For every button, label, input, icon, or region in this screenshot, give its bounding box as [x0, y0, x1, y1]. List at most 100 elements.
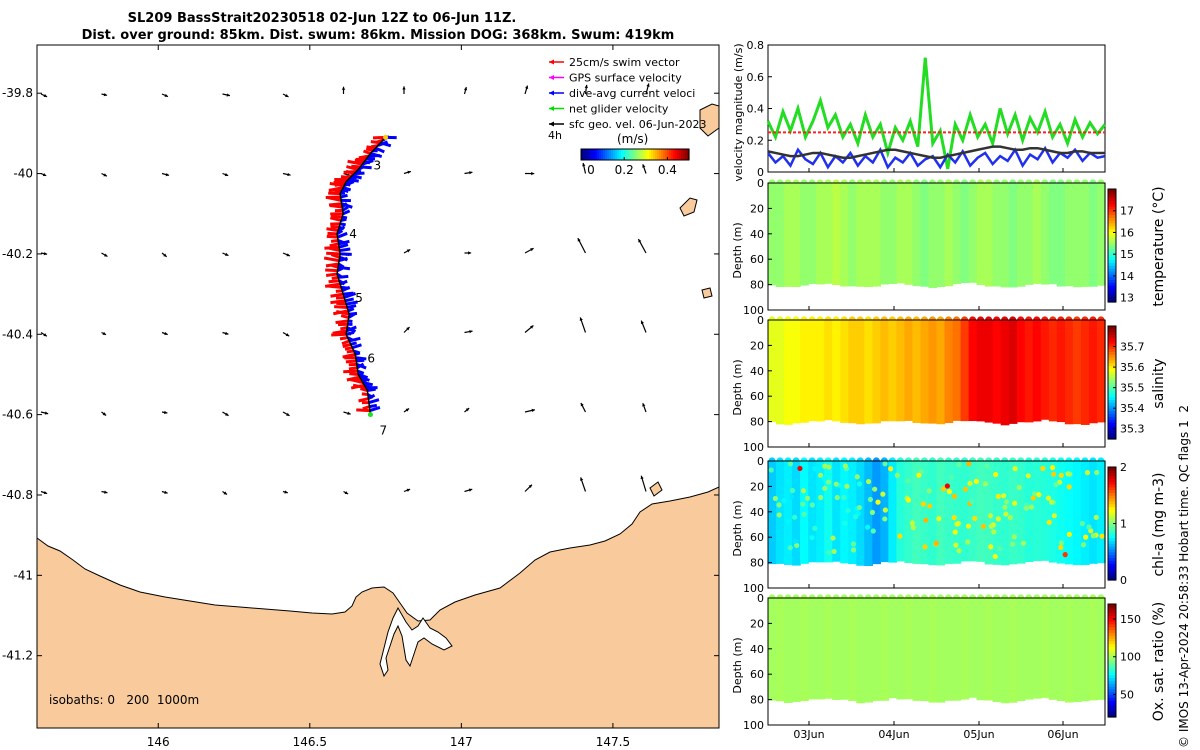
- chl-sample-dot: [801, 511, 807, 517]
- section-ylabel: Depth (m): [731, 222, 744, 278]
- section-colorbar-tick-label: 35.5: [1120, 382, 1145, 395]
- section-colorbar-swatch: [1108, 331, 1116, 336]
- geostrophic-vector-head: [406, 488, 411, 492]
- section-ytick-label: 40: [750, 643, 764, 656]
- chl-sample-dot: [988, 544, 994, 550]
- section-colorbar-frame: [1107, 325, 1117, 440]
- section-column: [1072, 320, 1082, 425]
- geostrophic-vector-head: [406, 327, 410, 331]
- colorbar-frame: [580, 148, 690, 161]
- section-column: [912, 598, 922, 701]
- geostrophic-vector-head: [104, 490, 108, 494]
- current-vector: [347, 312, 356, 319]
- geostrophic-vector-head: [405, 408, 410, 412]
- section-colorbar-swatch: [1108, 359, 1116, 364]
- section-column: [864, 320, 874, 424]
- section-column: [992, 320, 1002, 424]
- chl-sample-dot: [1079, 520, 1086, 527]
- section-colorbar-swatch: [1108, 405, 1116, 409]
- section-ytick-label: 0: [757, 314, 764, 327]
- current-vector: [340, 193, 348, 199]
- legend-arrowhead: [549, 106, 554, 111]
- section-colorbar-swatch: [1108, 279, 1116, 283]
- section-column: [872, 598, 882, 701]
- swim-vector: [351, 164, 361, 169]
- section-colorbar-swatch: [1108, 253, 1116, 258]
- section-colorbar-swatch: [1108, 189, 1116, 193]
- section-colorbar-swatch: [1108, 203, 1116, 207]
- section-colorbar-swatch: [1108, 217, 1116, 221]
- chl-sample-dot: [845, 507, 851, 514]
- chl-sample-dot: [1053, 482, 1059, 488]
- geostrophic-vector-head: [224, 172, 229, 177]
- section-colorbar-swatch: [1108, 557, 1116, 561]
- section-colorbar-swatch: [1108, 393, 1116, 398]
- section-column: [1048, 183, 1058, 285]
- legend-arrowhead: [549, 75, 554, 80]
- section-column: [1008, 320, 1018, 424]
- section-colorbar-swatch: [1108, 416, 1116, 420]
- island-small-4: [649, 481, 663, 497]
- chl-sample-dot: [955, 520, 961, 527]
- section-column: [920, 461, 930, 565]
- colorbar-unit-label: (m/s): [617, 132, 648, 146]
- chl-sample-dot: [933, 540, 939, 546]
- swim-vector: [326, 195, 342, 202]
- colorbar-swatch: [627, 149, 630, 160]
- section-colorbar-swatch: [1108, 211, 1116, 216]
- section-colorbar-swatch: [1108, 231, 1116, 235]
- geostrophic-vector-head: [287, 172, 291, 177]
- section-ytick-label: 20: [750, 617, 764, 630]
- geostrophic-vector-head: [528, 484, 532, 488]
- section-colorbar-swatch: [1108, 299, 1116, 303]
- colorbar-swatch: [615, 149, 618, 160]
- chl-sample-dot: [1001, 493, 1007, 499]
- current-vector: [361, 159, 374, 166]
- swim-vector: [341, 339, 350, 346]
- section-column: [952, 183, 962, 284]
- section-colorbar-swatch: [1108, 694, 1116, 698]
- section-column: [1072, 461, 1082, 566]
- section-colorbar-swatch: [1108, 379, 1116, 384]
- chl-sample-dot: [834, 494, 840, 501]
- geostrophic-vector-head: [638, 239, 642, 243]
- velocity-ytick-label: 0.4: [747, 103, 765, 116]
- section-column: [1016, 320, 1026, 423]
- section-column: [1064, 461, 1074, 565]
- colorbar-swatch: [653, 149, 656, 160]
- swim-vector: [326, 234, 338, 239]
- swim-vector: [346, 165, 359, 172]
- chl-sample-dot: [1058, 544, 1064, 551]
- geostrophic-vector-head: [284, 490, 288, 494]
- section-colorbar-swatch: [1108, 629, 1116, 633]
- section-column: [768, 320, 777, 422]
- chl-sample-dot: [865, 478, 872, 485]
- colorbar-swatch: [581, 149, 584, 160]
- section-column: [1096, 183, 1106, 286]
- geostrophic-vector-head: [524, 85, 529, 89]
- geostrophic-vector-head: [163, 253, 167, 257]
- section-colorbar-label: Ox. sat. ratio (%): [1151, 602, 1167, 721]
- section-colorbar-swatch: [1108, 509, 1116, 513]
- section-column: [984, 598, 994, 701]
- section-colorbar-swatch: [1108, 270, 1116, 275]
- track-end-marker: [367, 412, 373, 418]
- section-column: [856, 320, 865, 425]
- section-ylabel: Depth (m): [731, 500, 744, 556]
- chl-sample-dot: [940, 486, 947, 492]
- section-colorbar-swatch: [1108, 237, 1116, 241]
- section-ytick-label: 0: [757, 455, 764, 468]
- current-vector: [337, 231, 348, 239]
- section-colorbar-swatch: [1108, 657, 1116, 662]
- section-colorbar-swatch: [1108, 483, 1116, 488]
- geostrophic-vector-head: [102, 331, 107, 335]
- section-column: [872, 183, 882, 287]
- chl-sample-dot: [781, 498, 787, 504]
- section-ytick-label: 100: [743, 719, 764, 732]
- section-colorbar-tick-label: 35.4: [1120, 402, 1145, 415]
- current-vector: [338, 239, 350, 246]
- colorbar-swatch: [685, 149, 688, 160]
- geostrophic-vector-head: [43, 490, 48, 495]
- section-colorbar-swatch: [1108, 554, 1116, 558]
- glider-track: [323, 134, 397, 418]
